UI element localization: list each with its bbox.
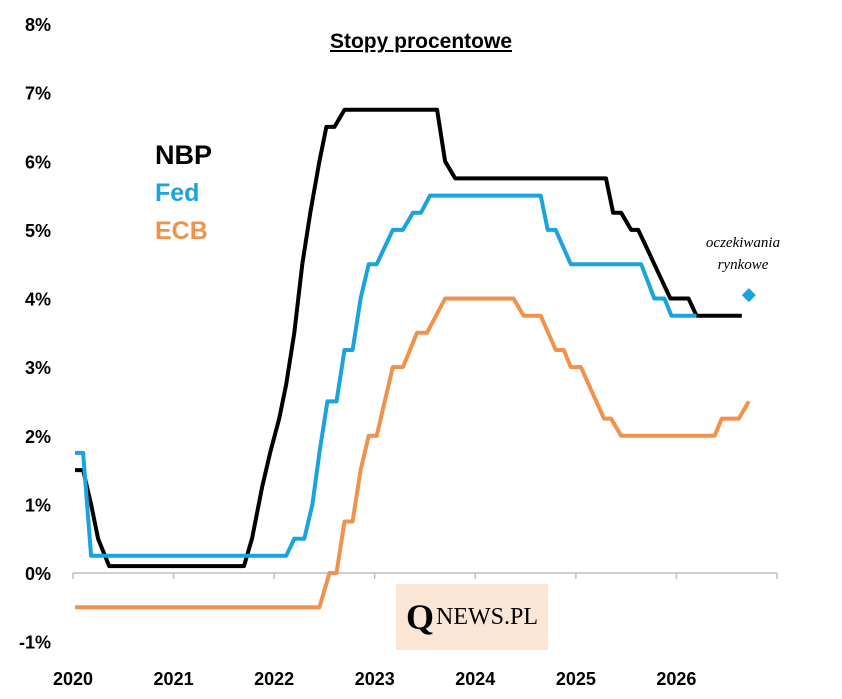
y-tick-label: 7%	[25, 84, 51, 104]
y-tick-label: 0%	[25, 564, 51, 584]
axes: 2020 2021 2022 2023 2024 2025 2026 -1% 0% 1% 2% 3% 4…	[19, 15, 778, 689]
x-tick-label: 2026	[656, 669, 696, 689]
y-tick-label: 6%	[25, 152, 51, 172]
series-line-fed	[75, 193, 697, 558]
y-tick-label: 1%	[25, 495, 51, 515]
chart-title: Stopy procentowe	[329, 30, 513, 53]
x-tick-label: 2024	[455, 669, 495, 689]
y-tick-label: 5%	[25, 221, 51, 241]
note-line-1: oczekiwania	[705, 235, 781, 251]
x-tick-label: 2021	[154, 669, 194, 689]
legend-fed: Fed	[155, 179, 200, 207]
y-tick-label: 8%	[25, 15, 51, 35]
legend-nbp: NBP	[155, 140, 213, 170]
expectation-diamond-marker	[741, 288, 756, 303]
series-line-ecb	[75, 296, 751, 610]
legend: NBP Fed ECB	[155, 138, 212, 252]
logo-text: NEWS.PL	[436, 603, 538, 630]
series-lines	[75, 107, 751, 610]
x-tick-label: 2022	[254, 669, 294, 689]
x-tick-label: 2020	[53, 669, 93, 689]
market-expectations-note: oczekiwania rynkowe	[698, 232, 788, 276]
y-tick-label: -1%	[19, 633, 51, 653]
y-tick-label: 4%	[25, 290, 51, 310]
logo-q: Q	[405, 597, 434, 637]
y-tick-label: 3%	[25, 358, 51, 378]
note-line-2: rynkowe	[717, 257, 769, 273]
legend-ecb: ECB	[155, 217, 208, 245]
x-tick-label: 2025	[556, 669, 596, 689]
x-tick-label: 2023	[355, 669, 395, 689]
y-tick-label: 2%	[25, 427, 51, 447]
watermark-logo: Q NEWS.PL	[396, 584, 548, 650]
markers	[741, 288, 756, 303]
